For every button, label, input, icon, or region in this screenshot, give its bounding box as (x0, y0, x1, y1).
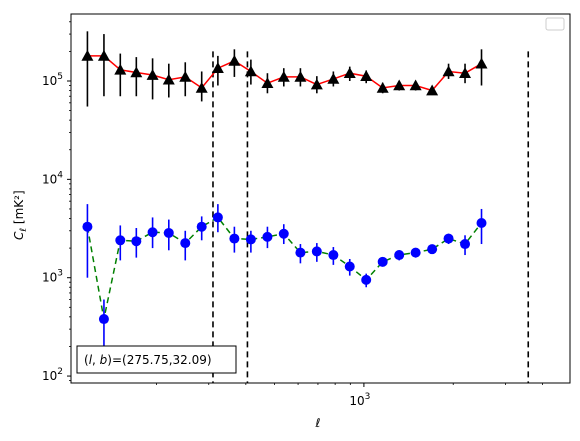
legend-box (545, 17, 565, 31)
series-2-point-22 (427, 244, 438, 255)
annotation-box (76, 345, 237, 374)
y-tick-label-exponent: 5 (57, 72, 63, 82)
series-1-point-10 (228, 54, 241, 66)
series-1-point-9 (211, 62, 224, 73)
series-1-point-6 (162, 73, 175, 85)
series-1-point-13 (277, 70, 290, 82)
y-tick-label-100000: 105 (42, 72, 63, 88)
series-1-point-18 (360, 70, 373, 81)
series-1-point-14 (294, 70, 307, 82)
y-tick-label-100: 102 (42, 367, 63, 383)
plot-frame (70, 13, 571, 384)
y-axis-label-sub: ℓ (19, 228, 29, 233)
series-2-point-1 (82, 221, 93, 232)
series-2-point-21 (410, 247, 421, 258)
series-2-point-25 (476, 217, 487, 228)
series-2-point-20 (394, 250, 405, 261)
y-tick-label-exponent: 3 (57, 269, 63, 279)
y-axis-label-unit: [mK²] (12, 190, 26, 224)
series-2-point-4 (131, 236, 142, 247)
y-tick-label-base: 10 (42, 172, 57, 186)
x-tick-label-1000: 103 (349, 392, 370, 408)
annotation-text: (l, b)=(275.75,32.09) (84, 353, 212, 367)
series-2-point-19 (377, 256, 388, 267)
series-1-point-15 (310, 78, 323, 90)
series-2-point-11 (245, 234, 256, 245)
y-tick-label-exponent: 4 (57, 170, 63, 180)
series-2-point-24 (460, 239, 471, 250)
series-2-point-10 (229, 233, 240, 244)
x-axis-label: ℓ (315, 416, 321, 430)
annotation-text-b: b (100, 353, 108, 367)
series-1-point-20 (393, 79, 406, 91)
annotation-text-rest: )=(275.75,32.09) (107, 353, 211, 367)
y-tick-label-1000: 103 (42, 269, 63, 285)
series-2-point-3 (115, 235, 126, 246)
y-tick-label-exponent: 2 (57, 367, 63, 377)
series-2-point-23 (443, 233, 454, 244)
series-2-point-7 (180, 238, 191, 249)
y-axis-label: Cℓ [mK²] (12, 190, 29, 240)
annotation-text-paren: ( (84, 353, 89, 367)
annotation-text-comma: , (92, 353, 100, 367)
series-1-point-12 (261, 77, 274, 88)
y-tick-label-base: 10 (42, 271, 57, 285)
series-2-point-5 (147, 227, 158, 238)
y-tick-label-base: 10 (42, 369, 57, 383)
series-2-point-16 (328, 250, 339, 261)
annotation-text-l: l (89, 353, 93, 367)
y-tick-label-10000: 104 (42, 170, 63, 186)
series-2-point-15 (311, 246, 322, 257)
series-1-point-25 (475, 57, 488, 69)
series-1-point-24 (459, 67, 472, 79)
series-1-point-11 (244, 65, 257, 77)
legend (545, 17, 565, 31)
series-2-point-2 (98, 314, 109, 325)
series-1-point-2 (97, 49, 110, 61)
series-1-point-4 (130, 66, 143, 78)
series-1-point-8 (195, 81, 208, 93)
series-1 (81, 31, 488, 107)
series-1-point-7 (179, 70, 192, 82)
series-2-point-12 (262, 231, 273, 242)
series-1-point-22 (426, 84, 439, 96)
series-1-point-5 (146, 69, 159, 80)
series-2-point-18 (361, 274, 372, 285)
series-1-point-17 (343, 67, 356, 79)
series-1-point-1 (81, 49, 94, 61)
series-2-point-14 (295, 247, 306, 258)
series-1-point-16 (327, 72, 340, 84)
series-2-point-9 (212, 212, 223, 223)
series-2 (82, 204, 487, 349)
series-1-point-21 (409, 79, 422, 91)
x-tick-label-base: 10 (349, 394, 364, 408)
data-series-layer (81, 31, 488, 349)
series-2-point-8 (196, 221, 207, 232)
axes-layer (70, 13, 571, 384)
y-axis-label-main: C (12, 231, 26, 240)
coordinate-annotation: (l, b)=(275.75,32.09) (76, 345, 237, 374)
series-2-point-13 (278, 228, 289, 239)
x-tick-label-exponent: 3 (365, 392, 371, 402)
series-2-point-6 (163, 227, 174, 238)
series-1-point-23 (442, 65, 455, 77)
series-2-point-17 (344, 261, 355, 272)
y-tick-label-base: 10 (42, 74, 57, 88)
series-1-point-19 (376, 81, 389, 93)
series-1-point-3 (114, 63, 127, 75)
